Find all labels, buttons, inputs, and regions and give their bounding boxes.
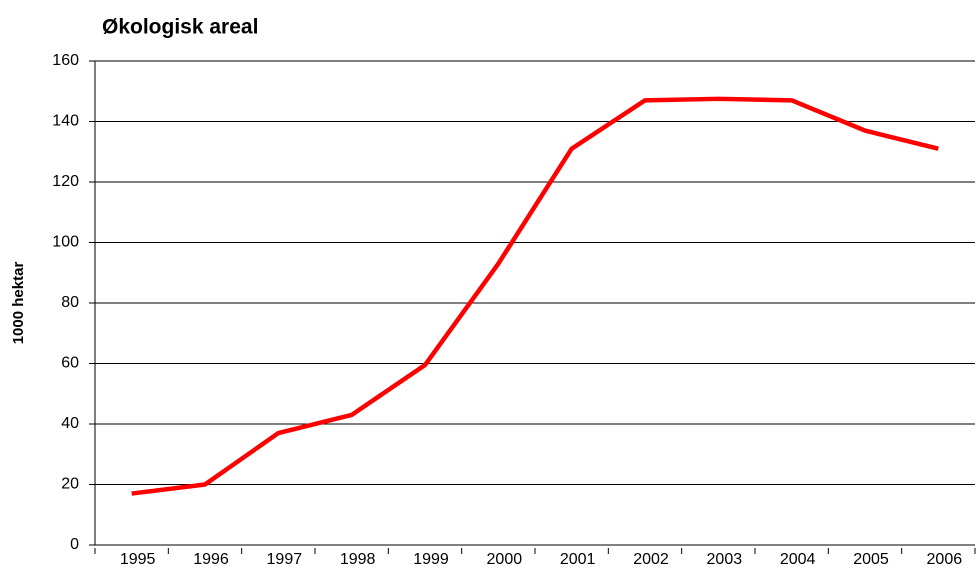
x-tick-label: 2005	[853, 551, 889, 567]
y-tick-label: 160	[52, 52, 79, 69]
y-tick-label: 100	[52, 234, 79, 251]
y-tick-label: 40	[61, 415, 79, 432]
y-tick-label: 140	[52, 113, 79, 130]
x-tick-label: 1999	[413, 551, 449, 567]
data-line	[131, 96, 939, 496]
x-tick-label: 2002	[633, 551, 669, 567]
y-tick-label: 80	[61, 294, 79, 311]
x-tick-label: 2004	[780, 551, 816, 567]
y-tick-label: 20	[61, 476, 79, 493]
x-tick-label: 2006	[927, 551, 963, 567]
x-tick-label: 2001	[560, 551, 596, 567]
x-tick-label: 2000	[487, 551, 523, 567]
chart-title: Økologisk areal	[102, 16, 258, 39]
x-tick-label: 1998	[340, 551, 376, 567]
y-axis-label: 1000 hektar	[10, 262, 27, 345]
y-tick-label: 120	[52, 173, 79, 190]
x-tick-label: 1995	[120, 551, 156, 567]
y-tick-label: 0	[70, 536, 79, 553]
x-tick-label: 1996	[193, 551, 229, 567]
x-tick-label: 1997	[267, 551, 303, 567]
x-tick-label: 2003	[707, 551, 743, 567]
y-tick-label: 60	[61, 355, 79, 372]
